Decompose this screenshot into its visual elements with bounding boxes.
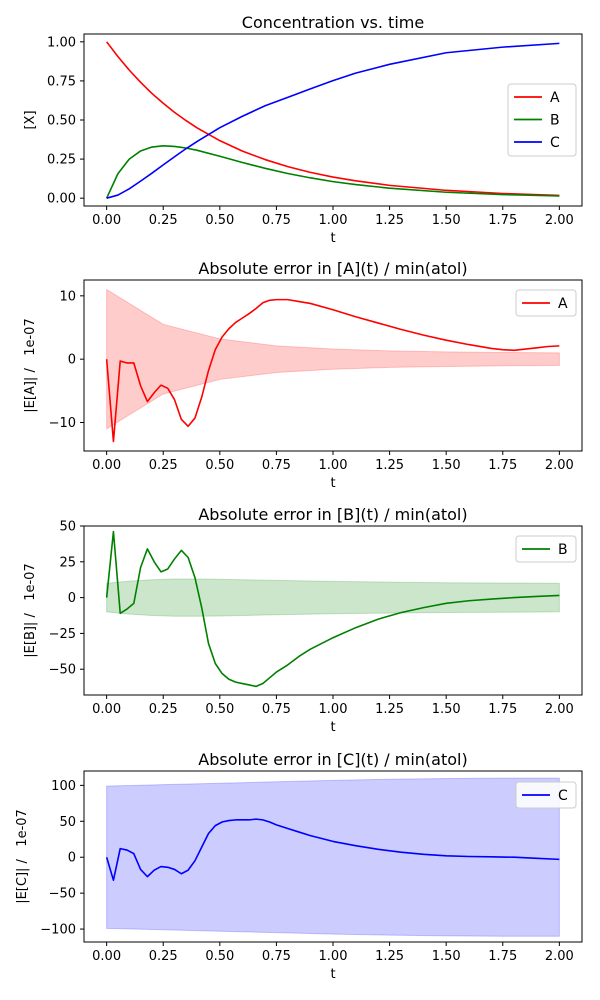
- x-tick-label: 1.75: [488, 458, 517, 473]
- x-tick-label: 1.25: [375, 949, 404, 964]
- legend-label-B: B: [558, 542, 568, 558]
- x-tick-label: 1.00: [319, 213, 348, 228]
- x-axis-label: t: [330, 967, 335, 982]
- legend: C: [515, 781, 577, 809]
- y-tick-label: −25: [49, 627, 76, 642]
- legend: A: [515, 289, 577, 317]
- x-tick-label: 0.25: [149, 458, 178, 473]
- y-tick-label: 0.50: [47, 114, 76, 129]
- axes-frame: [83, 33, 583, 207]
- x-tick-label: 1.50: [432, 213, 461, 228]
- x-tick-label: 0.25: [149, 213, 178, 228]
- series-line-A: [106, 41, 560, 197]
- x-tick-label: 1.25: [375, 458, 404, 473]
- y-tick-label: 0.00: [47, 192, 76, 207]
- x-tick-label: 1.50: [432, 458, 461, 473]
- x-tick-label: 1.25: [375, 213, 404, 228]
- x-tick-label: 0.00: [92, 458, 121, 473]
- y-tick-label: 0.75: [47, 74, 76, 89]
- y-tick-label: −50: [49, 887, 76, 902]
- x-tick-label: 0.75: [262, 213, 291, 228]
- x-tick-label: 0.50: [205, 458, 234, 473]
- tolerance-band: [106, 578, 560, 617]
- x-tick-label: 1.75: [488, 949, 517, 964]
- y-tick-label: 25: [59, 555, 76, 570]
- x-axis-label: t: [330, 476, 335, 491]
- y-tick-label: 50: [59, 815, 76, 830]
- series-line-C: [106, 42, 560, 199]
- legend-label-C: C: [558, 788, 568, 804]
- x-tick-label: 0.75: [262, 949, 291, 964]
- y-tick-label: 0: [68, 353, 76, 368]
- x-tick-label: 0.00: [92, 702, 121, 717]
- x-tick-label: 2.00: [545, 949, 574, 964]
- legend: B: [515, 535, 577, 563]
- legend-label-A: A: [558, 296, 568, 312]
- x-tick-label: 0.50: [205, 702, 234, 717]
- x-tick-label: 0.00: [92, 213, 121, 228]
- y-tick-label: −10: [49, 416, 76, 431]
- y-axis-label: |E[C]| / 1e-07: [15, 809, 30, 904]
- chart-panel-2: Absolute error in [B](t) / min(atol) 0.00…: [23, 505, 583, 735]
- x-tick-label: 0.75: [262, 458, 291, 473]
- series-line-C: [105, 818, 560, 882]
- chart-panel-1: Absolute error in [A](t) / min(atol) 0.00…: [23, 259, 583, 491]
- y-tick-label: 100: [51, 779, 76, 794]
- y-tick-label: 0.25: [47, 153, 76, 168]
- x-tick-label: 1.00: [319, 702, 348, 717]
- y-axis-label: [X]: [23, 110, 38, 129]
- series-line-B: [105, 530, 560, 688]
- x-tick-label: 1.25: [375, 702, 404, 717]
- series-line-B: [105, 145, 560, 199]
- tolerance-band: [106, 288, 560, 430]
- x-tick-label: 0.25: [149, 949, 178, 964]
- x-tick-label: 2.00: [545, 213, 574, 228]
- x-axis-label: t: [330, 231, 335, 246]
- x-axis-label: t: [330, 720, 335, 735]
- y-tick-label: 10: [59, 289, 76, 304]
- chart-panel-0: Concentration vs. time 0.00 0.25 0.50 0.75 1.…: [23, 13, 583, 246]
- x-tick-label: 1.75: [488, 213, 517, 228]
- tolerance-band: [106, 777, 560, 937]
- chart-title: Concentration vs. time: [242, 13, 424, 32]
- chart-title: Absolute error in [C](t) / min(atol): [198, 750, 467, 769]
- y-tick-label: −100: [40, 923, 76, 938]
- chart-title: Absolute error in [A](t) / min(atol): [198, 259, 467, 278]
- y-tick-label: 50: [59, 520, 76, 535]
- x-tick-label: 1.75: [488, 702, 517, 717]
- legend-label-B: B: [550, 113, 560, 129]
- y-tick-label: 0: [68, 851, 76, 866]
- x-tick-label: 2.00: [545, 458, 574, 473]
- x-tick-label: 1.50: [432, 949, 461, 964]
- x-tick-label: 2.00: [545, 702, 574, 717]
- x-tick-label: 0.50: [205, 213, 234, 228]
- chart-title: Absolute error in [B](t) / min(atol): [198, 505, 467, 524]
- y-axis-label: |E[B]| / 1e-07: [23, 563, 38, 657]
- legend-label-A: A: [550, 90, 560, 106]
- x-tick-label: 1.50: [432, 702, 461, 717]
- chart-panel-3: Absolute error in [C](t) / min(atol) 0.00…: [15, 750, 583, 982]
- x-tick-label: 1.00: [319, 458, 348, 473]
- legend: ABC: [507, 83, 577, 157]
- y-tick-label: 0: [68, 591, 76, 606]
- y-tick-label: −50: [49, 663, 76, 678]
- x-tick-label: 0.75: [262, 702, 291, 717]
- y-tick-label: 1.00: [47, 35, 76, 50]
- legend-label-C: C: [550, 135, 560, 151]
- x-tick-label: 0.25: [149, 702, 178, 717]
- x-tick-label: 1.00: [319, 949, 348, 964]
- y-axis-label: |E[A]| / 1e-07: [23, 318, 38, 412]
- series-line-A: [105, 298, 560, 443]
- x-tick-label: 0.50: [205, 949, 234, 964]
- x-tick-label: 0.00: [92, 949, 121, 964]
